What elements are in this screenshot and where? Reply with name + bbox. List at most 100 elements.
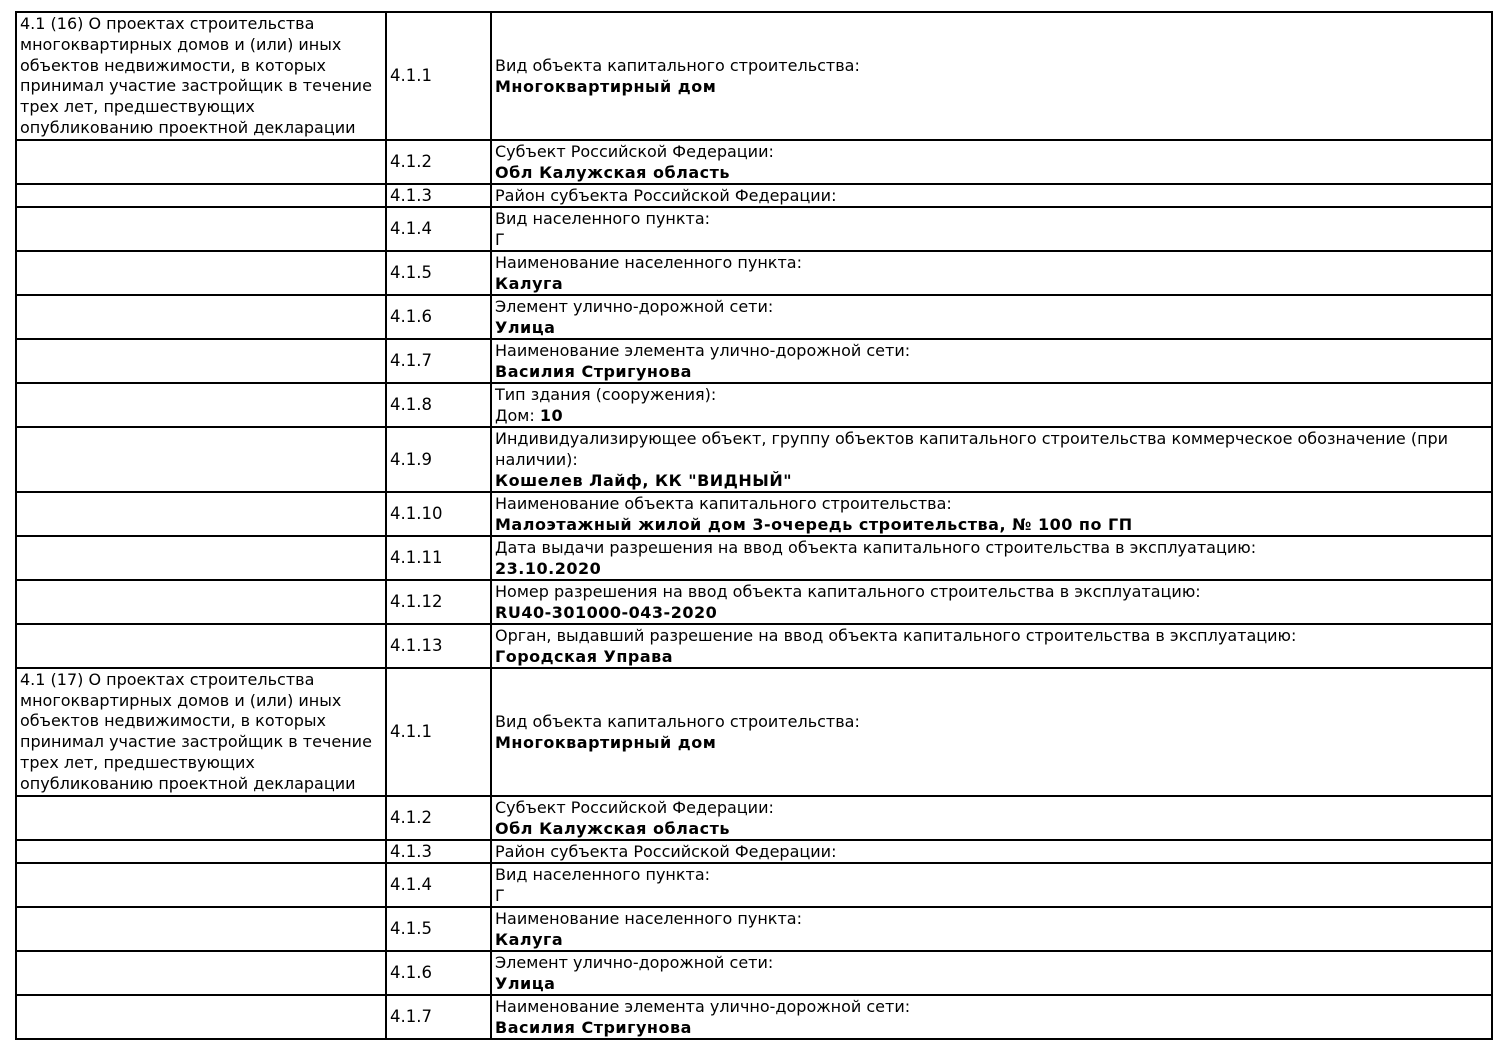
field-label: Индивидуализирующее объект, группу объек…	[495, 428, 1449, 469]
declaration-table-body: 4.1 (16) О проектах строительства многок…	[15, 11, 1493, 1040]
field-label: Наименование элемента улично-дорожной се…	[495, 996, 911, 1016]
row-number-cell: 4.1.4	[385, 205, 492, 252]
field-value: Улица	[495, 973, 1488, 993]
field-cell: Вид объекта капитального строительства: М…	[490, 666, 1493, 797]
table-row: 4.1.7 Наименование элемента улично-дорожн…	[15, 337, 1493, 384]
field-cell: Элемент улично-дорожной сети: Улица	[490, 949, 1493, 996]
field-cell: Номер разрешения на ввод объекта капитал…	[490, 578, 1493, 625]
field-label: Наименование населенного пункта:	[495, 908, 802, 928]
section-empty-cell	[15, 293, 387, 340]
table-row: 4.1.6 Элемент улично-дорожной сети: Улица	[15, 293, 1493, 340]
field-value: Г	[495, 885, 1488, 905]
field-value: Калуга	[495, 273, 1488, 293]
field-value-text: RU40-301000-043-2020	[495, 602, 718, 622]
row-number-cell: 4.1.9	[385, 425, 492, 493]
section-empty-cell	[15, 949, 387, 996]
table-row: 4.1.4 Вид населенного пункта: Г	[15, 861, 1493, 908]
field-label: Субъект Российской Федерации:	[495, 797, 774, 817]
field-value: Обл Калужская область	[495, 818, 1488, 838]
field-label: Наименование населенного пункта:	[495, 252, 802, 272]
field-value-text: Калуга	[495, 929, 564, 949]
field-value: Дом: 10	[495, 405, 1488, 425]
field-value: Городская Управа	[495, 646, 1488, 666]
field-cell: Наименование населенного пункта: Калуга	[490, 905, 1493, 952]
row-number-cell: 4.1.12	[385, 578, 492, 625]
field-label: Район субъекта Российской Федерации:	[495, 841, 837, 861]
row-number-cell: 4.1.13	[385, 622, 492, 669]
row-number-cell: 4.1.7	[385, 993, 492, 1040]
field-value: Многоквартирный дом	[495, 732, 1488, 753]
section-empty-cell	[15, 534, 387, 581]
row-number-cell: 4.1.4	[385, 861, 492, 908]
field-value-text: Улица	[495, 317, 556, 337]
field-cell: Тип здания (сооружения): Дом: 10	[490, 381, 1493, 428]
field-label: Орган, выдавший разрешение на ввод объек…	[495, 625, 1297, 645]
field-value-text: Василия Стригунова	[495, 361, 692, 381]
field-value: Калуга	[495, 929, 1488, 949]
field-value: Г	[495, 229, 1488, 249]
table-row: 4.1.12 Номер разрешения на ввод объекта к…	[15, 578, 1493, 625]
field-value: Василия Стригунова	[495, 1017, 1488, 1037]
field-value: Кошелев Лайф, КК "ВИДНЫЙ"	[495, 470, 1488, 490]
field-cell: Дата выдачи разрешения на ввод объекта к…	[490, 534, 1493, 581]
field-label: Наименование объекта капитального строит…	[495, 493, 952, 513]
section-empty-cell	[15, 838, 387, 864]
row-number-cell: 4.1.5	[385, 249, 492, 296]
section-empty-cell	[15, 905, 387, 952]
field-cell: Индивидуализирующее объект, группу объек…	[490, 425, 1493, 493]
field-cell: Наименование элемента улично-дорожной се…	[490, 993, 1493, 1040]
field-value-prefix: Дом:	[495, 405, 540, 425]
field-cell: Субъект Российской Федерации: Обл Калужск…	[490, 794, 1493, 841]
table-row: 4.1.4 Вид населенного пункта: Г	[15, 205, 1493, 252]
declaration-table: 4.1 (16) О проектах строительства многок…	[15, 11, 1493, 1040]
row-number-cell: 4.1.11	[385, 534, 492, 581]
field-value-text: 10	[539, 405, 564, 425]
field-label: Вид объекта капитального строительства:	[495, 55, 860, 75]
field-label: Дата выдачи разрешения на ввод объекта к…	[495, 537, 1257, 557]
field-cell: Наименование объекта капитального строит…	[490, 490, 1493, 537]
field-value-text: Кошелев Лайф, КК "ВИДНЫЙ"	[495, 470, 793, 490]
table-row: 4.1.9 Индивидуализирующее объект, группу …	[15, 425, 1493, 493]
field-cell: Субъект Российской Федерации: Обл Калужск…	[490, 138, 1493, 185]
table-row: 4.1.10 Наименование объекта капитального …	[15, 490, 1493, 537]
table-row: 4.1.3 Район субъекта Российской Федерации…	[15, 182, 1493, 208]
section-empty-cell	[15, 993, 387, 1040]
field-value: RU40-301000-043-2020	[495, 602, 1488, 622]
table-row: 4.1.7 Наименование элемента улично-дорожн…	[15, 993, 1493, 1040]
row-number-cell: 4.1.3	[385, 182, 492, 208]
field-value-text: Василия Стригунова	[495, 1017, 692, 1037]
row-number-cell: 4.1.2	[385, 138, 492, 185]
row-number-cell: 4.1.10	[385, 490, 492, 537]
row-number-cell: 4.1.3	[385, 838, 492, 864]
section-empty-cell	[15, 578, 387, 625]
row-number-cell: 4.1.2	[385, 794, 492, 841]
table-row: 4.1.2 Субъект Российской Федерации: Обл Ка…	[15, 138, 1493, 185]
table-row: 4.1 (16) О проектах строительства многок…	[15, 11, 1493, 141]
field-value-text: Городская Управа	[495, 646, 674, 666]
field-label: Вид объекта капитального строительства:	[495, 711, 860, 731]
section-empty-cell	[15, 425, 387, 493]
field-value-text: Многоквартирный дом	[495, 76, 717, 96]
field-label: Субъект Российской Федерации:	[495, 141, 774, 161]
field-value-text: Улица	[495, 973, 556, 993]
field-label: Элемент улично-дорожной сети:	[495, 296, 774, 316]
field-cell: Район субъекта Российской Федерации:	[490, 838, 1493, 864]
table-row: 4.1.8 Тип здания (сооружения): Дом: 10	[15, 381, 1493, 428]
section-empty-cell	[15, 381, 387, 428]
section-title: 4.1 (17) О проектах строительства многок…	[20, 669, 372, 793]
table-row: 4.1.11 Дата выдачи разрешения на ввод объ…	[15, 534, 1493, 581]
section-empty-cell	[15, 490, 387, 537]
field-value: Обл Калужская область	[495, 162, 1488, 182]
row-number-cell: 4.1.1	[385, 11, 492, 141]
table-row: 4.1.2 Субъект Российской Федерации: Обл Ка…	[15, 794, 1493, 841]
field-cell: Район субъекта Российской Федерации:	[490, 182, 1493, 208]
section-empty-cell	[15, 138, 387, 185]
field-value: Малоэтажный жилой дом 3-очередь строител…	[495, 514, 1488, 534]
field-label: Вид населенного пункта:	[495, 208, 711, 228]
table-row: 4.1.13 Орган, выдавший разрешение на ввод…	[15, 622, 1493, 669]
row-number-cell: 4.1.5	[385, 905, 492, 952]
field-value-text: Калуга	[495, 273, 564, 293]
field-label: Наименование элемента улично-дорожной се…	[495, 340, 911, 360]
field-value: 23.10.2020	[495, 558, 1488, 578]
field-value: Улица	[495, 317, 1488, 337]
